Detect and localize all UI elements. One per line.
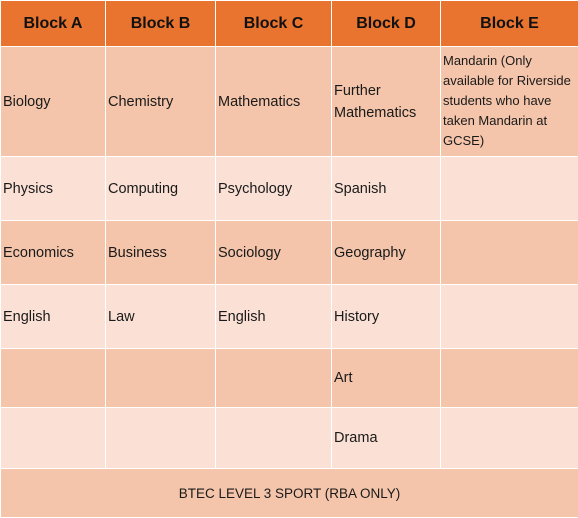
table-cell bbox=[441, 408, 578, 469]
block-e-note-cell: Mandarin (Only available for Riverside s… bbox=[441, 47, 578, 157]
footer-row: BTEC LEVEL 3 SPORT (RBA ONLY) bbox=[1, 469, 578, 518]
table-cell: Physics bbox=[1, 157, 106, 221]
table-cell: Drama bbox=[332, 408, 441, 469]
table-cell bbox=[441, 221, 578, 285]
table-cell: Sociology bbox=[216, 221, 332, 285]
table-cell bbox=[106, 408, 216, 469]
header-block-b: Block B bbox=[106, 1, 216, 47]
table-row: Economics Business Sociology Geography bbox=[1, 221, 578, 285]
table-cell: Chemistry bbox=[106, 47, 216, 157]
table-cell: Psychology bbox=[216, 157, 332, 221]
table-row: Physics Computing Psychology Spanish bbox=[1, 157, 578, 221]
table-cell: History bbox=[332, 285, 441, 349]
table-cell bbox=[216, 349, 332, 408]
table-cell: Economics bbox=[1, 221, 106, 285]
table-cell bbox=[441, 157, 578, 221]
table-cell: Business bbox=[106, 221, 216, 285]
table-cell: Law bbox=[106, 285, 216, 349]
header-block-e: Block E bbox=[441, 1, 578, 47]
table-cell bbox=[216, 408, 332, 469]
table-cell: Art bbox=[332, 349, 441, 408]
table-row: Art bbox=[1, 349, 578, 408]
table-cell bbox=[441, 349, 578, 408]
header-block-d: Block D bbox=[332, 1, 441, 47]
table-cell: Spanish bbox=[332, 157, 441, 221]
table-row: Biology Chemistry Mathematics Further Ma… bbox=[1, 47, 578, 157]
table-cell: Biology bbox=[1, 47, 106, 157]
table-cell: English bbox=[1, 285, 106, 349]
table-cell bbox=[1, 349, 106, 408]
footer-cell: BTEC LEVEL 3 SPORT (RBA ONLY) bbox=[1, 469, 578, 518]
table-cell bbox=[106, 349, 216, 408]
header-row: Block A Block B Block C Block D Block E bbox=[1, 1, 578, 47]
table-row: Drama bbox=[1, 408, 578, 469]
table-cell: English bbox=[216, 285, 332, 349]
table-row: English Law English History bbox=[1, 285, 578, 349]
table-cell: Geography bbox=[332, 221, 441, 285]
header-block-c: Block C bbox=[216, 1, 332, 47]
header-block-a: Block A bbox=[1, 1, 106, 47]
table-cell bbox=[441, 285, 578, 349]
table-cell: Mathematics bbox=[216, 47, 332, 157]
table-cell: Further Mathematics bbox=[332, 47, 441, 157]
table-cell: Computing bbox=[106, 157, 216, 221]
table-cell bbox=[1, 408, 106, 469]
